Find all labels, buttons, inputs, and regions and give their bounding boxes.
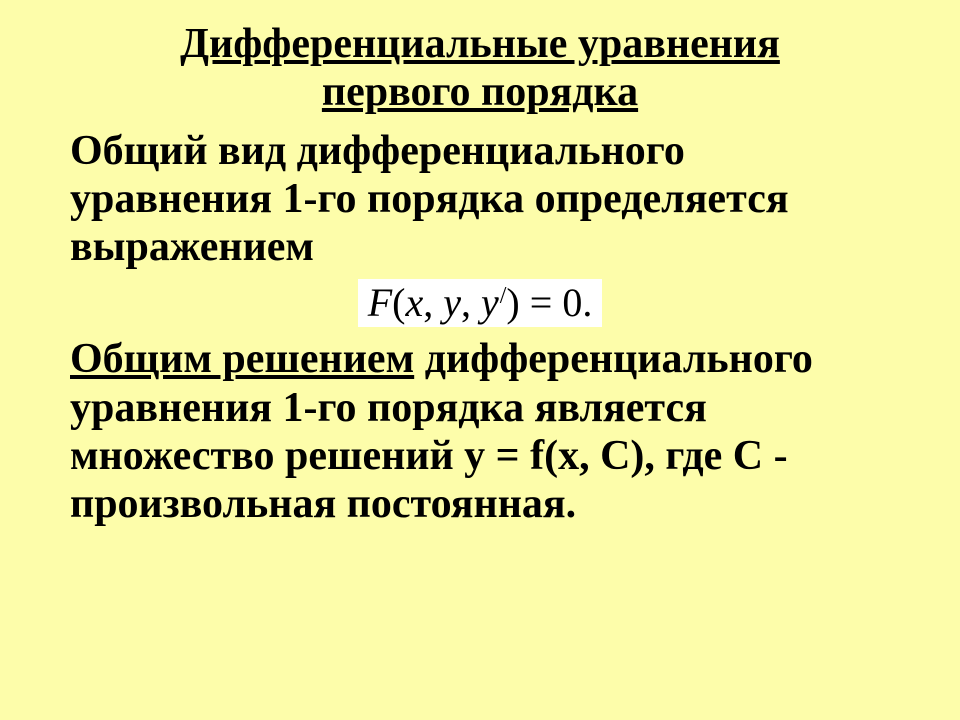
paragraph-2: Общим решением дифференциального уравнен… [70,335,890,528]
title-line-2: первого порядка [322,69,638,115]
slide: Дифференциальные уравнения первого поряд… [0,0,960,720]
slide-title: Дифференциальные уравнения первого поряд… [70,20,890,117]
paragraph-1: Общий вид дифференциального уравнения 1-… [70,127,890,272]
formula-container: F(x, y, y/) = 0. [70,279,890,327]
title-line-1: Дифференциальные уравнения [180,21,780,67]
formula: F(x, y, y/) = 0. [358,279,603,327]
paragraph-2-underlined: Общим решением [70,336,414,382]
